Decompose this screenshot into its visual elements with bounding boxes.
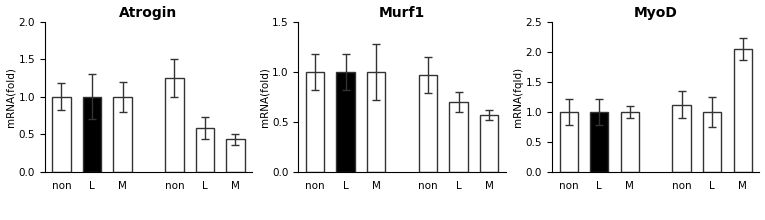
Bar [419,75,437,172]
Bar [620,112,639,172]
Bar [113,97,132,172]
Y-axis label: mRNA(fold): mRNA(fold) [259,67,269,127]
Bar [165,78,184,172]
Y-axis label: mRNA(fqld): mRNA(fqld) [513,67,522,127]
Bar [480,115,498,172]
Y-axis label: mRNA(fold): mRNA(fold) [5,67,15,127]
Title: Atrogin: Atrogin [119,6,177,20]
Bar [559,112,578,172]
Bar [449,102,467,172]
Bar [337,72,355,172]
Bar [367,72,386,172]
Bar [196,128,214,172]
Bar [83,97,101,172]
Title: MyoD: MyoD [633,6,678,20]
Bar [703,112,721,172]
Bar [734,49,752,172]
Bar [590,112,608,172]
Bar [52,97,70,172]
Title: Murf1: Murf1 [379,6,425,20]
Bar [226,139,245,172]
Bar [672,105,691,172]
Bar [306,72,324,172]
